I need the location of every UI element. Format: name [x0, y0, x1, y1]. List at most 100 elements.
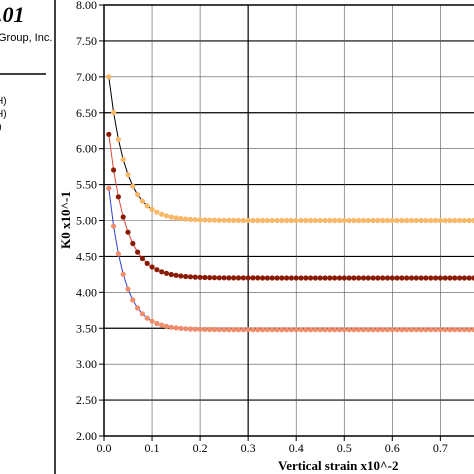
x-tick-label: 0.4 — [289, 441, 304, 455]
data-point — [255, 275, 261, 281]
data-point — [125, 172, 131, 178]
data-point — [471, 327, 474, 333]
data-point — [178, 325, 184, 331]
data-point — [317, 327, 323, 333]
data-point — [327, 327, 333, 333]
y-tick-label: 3.50 — [76, 321, 97, 335]
data-point — [332, 217, 338, 224]
data-point — [115, 194, 121, 200]
data-point — [351, 327, 357, 333]
x-tick-label: 0.6 — [385, 441, 400, 455]
data-point — [312, 275, 318, 281]
data-point — [269, 327, 275, 333]
data-point — [207, 275, 213, 281]
data-point — [447, 217, 453, 224]
data-point — [394, 275, 400, 281]
data-point — [279, 217, 285, 224]
data-point — [274, 275, 280, 281]
data-point — [293, 275, 299, 281]
data-point — [336, 327, 343, 333]
data-point — [394, 327, 400, 333]
data-point — [207, 326, 213, 333]
data-point — [279, 275, 285, 281]
data-point — [433, 327, 439, 333]
data-point — [288, 275, 294, 281]
version-label: 5.01 — [0, 2, 25, 27]
data-point — [221, 217, 227, 223]
data-point — [178, 273, 184, 279]
data-point — [442, 217, 448, 224]
data-point — [461, 217, 467, 224]
left-panel: 5.01 Group, Inc. H) H) l) — [0, 0, 56, 474]
data-point — [437, 327, 443, 333]
data-point — [303, 327, 309, 333]
data-point — [197, 274, 203, 280]
data-point — [120, 271, 126, 277]
data-point — [365, 275, 371, 281]
data-point — [413, 275, 419, 281]
data-point — [303, 275, 309, 281]
data-point — [149, 318, 155, 324]
data-point — [216, 327, 222, 333]
data-point — [216, 275, 222, 281]
data-point — [106, 74, 112, 80]
data-point — [447, 275, 453, 281]
series-2 — [106, 131, 474, 281]
data-point — [202, 274, 208, 281]
data-point — [240, 327, 246, 333]
data-point — [211, 217, 218, 223]
data-point — [192, 217, 198, 223]
data-point — [423, 327, 429, 333]
data-point — [139, 311, 145, 317]
data-point — [240, 275, 246, 281]
data-point — [255, 217, 261, 224]
data-point — [356, 275, 362, 281]
data-point — [187, 216, 194, 222]
data-point — [111, 223, 117, 229]
data-point — [264, 275, 270, 281]
data-point — [394, 217, 400, 224]
data-point — [115, 136, 121, 142]
data-point — [356, 327, 362, 333]
data-point — [264, 327, 270, 333]
data-point — [197, 217, 203, 223]
data-point — [389, 327, 395, 333]
data-point — [384, 217, 391, 224]
series-line — [108, 188, 153, 322]
data-point — [428, 217, 434, 224]
data-point — [413, 327, 419, 333]
y-tick-label: 7.00 — [76, 70, 97, 84]
data-point — [332, 275, 338, 281]
series-line — [108, 76, 153, 210]
data-point — [447, 327, 453, 333]
data-point — [308, 275, 314, 281]
data-point — [144, 315, 150, 321]
x-axis-label: Vertical strain x10^-2 — [278, 458, 398, 473]
data-point — [144, 203, 150, 209]
data-point — [173, 325, 179, 331]
data-point — [130, 240, 136, 247]
data-point — [231, 275, 237, 281]
data-point — [159, 322, 165, 328]
data-point — [235, 275, 242, 281]
axis-ticks: 2.00 2.50 3.00 3.50 4.00 4.50 5.00 5.50 6.00 6.50… — [76, 0, 448, 455]
data-point — [384, 327, 391, 333]
data-point — [418, 217, 424, 224]
data-point — [351, 275, 357, 281]
data-point — [260, 327, 266, 333]
data-point — [250, 217, 256, 224]
data-point — [106, 131, 112, 137]
data-point — [245, 275, 251, 281]
data-point — [135, 192, 141, 198]
data-point — [231, 217, 237, 223]
data-point — [317, 275, 323, 281]
data-point — [226, 327, 232, 333]
x-tick-label: 0.1 — [145, 441, 160, 455]
data-point — [399, 217, 405, 224]
data-point — [125, 229, 131, 235]
data-point — [183, 326, 189, 332]
data-point — [461, 327, 467, 333]
data-point — [308, 217, 314, 224]
data-point — [360, 275, 367, 281]
data-point — [370, 327, 376, 333]
